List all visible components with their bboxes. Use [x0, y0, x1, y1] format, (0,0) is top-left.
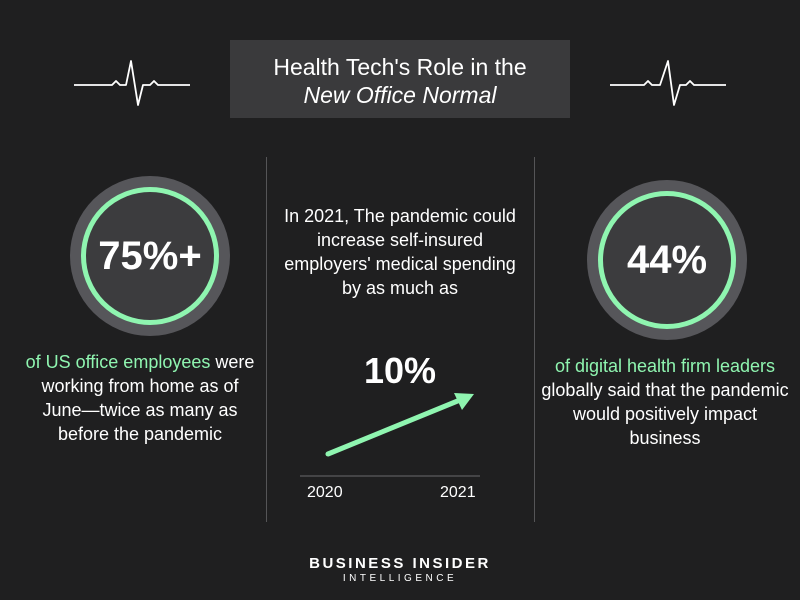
- stat-highlight-right: of digital health firm leaders: [554, 356, 776, 376]
- stat-ring-right: 44%: [587, 180, 747, 340]
- x-axis-label-end: 2021: [440, 484, 476, 501]
- stat-description-right: of digital health firm leaders globally …: [540, 354, 790, 450]
- stat-description-left: of US office employees were working from…: [20, 350, 260, 446]
- column-divider: [534, 157, 535, 522]
- page-subtitle: New Office Normal: [303, 82, 497, 108]
- heartbeat-line-icon: [610, 60, 726, 106]
- stat-ring-accent: [598, 191, 736, 329]
- x-axis-label-start: 2020: [307, 484, 343, 501]
- trend-line: [325, 397, 463, 457]
- trend-arrow-icon: [454, 393, 474, 410]
- page-title: Health Tech's Role in the: [273, 54, 527, 80]
- brand-sublabel: INTELLIGENCE: [342, 573, 458, 584]
- column-divider: [266, 157, 267, 522]
- center-stat-text: In 2021, The pandemic could increase sel…: [284, 206, 516, 298]
- title-box: Health Tech's Role in the New Office Nor…: [230, 40, 570, 118]
- heartbeat-line-icon: [74, 60, 190, 106]
- stat-highlight-left: of US office employees: [25, 352, 211, 372]
- stat-text-left: were working from home as of June—twice …: [41, 352, 255, 444]
- stat-value-left: 75%+: [98, 234, 202, 278]
- stat-value-right: 44%: [626, 238, 708, 282]
- stat-ring-left: 75%+: [70, 176, 230, 336]
- trend-chart: [300, 393, 480, 477]
- stat-ring-accent: [81, 187, 219, 325]
- stat-text-right: globally said that the pandemic would po…: [541, 380, 789, 448]
- brand-logo: BUSINESS INSIDER: [309, 555, 491, 572]
- center-stat-value: 10%: [363, 350, 437, 391]
